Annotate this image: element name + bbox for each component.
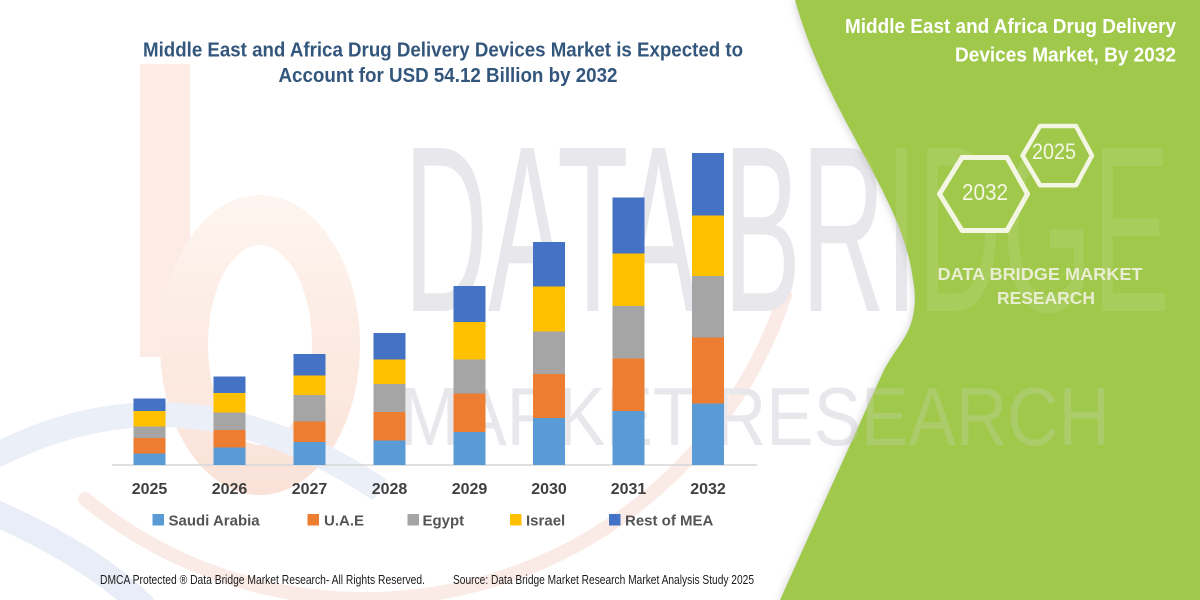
- svg-text:Rest of MEA: Rest of MEA: [625, 513, 714, 530]
- svg-text:2032: 2032: [690, 481, 726, 498]
- svg-text:DMCA Protected ® Data Bridge M: DMCA Protected ® Data Bridge Market Rese…: [100, 573, 425, 587]
- svg-text:2032: 2032: [962, 179, 1008, 205]
- svg-text:2025: 2025: [132, 481, 168, 498]
- svg-text:2026: 2026: [212, 481, 248, 498]
- svg-text:2025: 2025: [1032, 139, 1076, 164]
- svg-text:Account for USD 54.12 Billion: Account for USD 54.12 Billion by 2032: [279, 64, 618, 87]
- svg-text:Saudi Arabia: Saudi Arabia: [169, 513, 261, 530]
- svg-text:2030: 2030: [531, 481, 567, 498]
- svg-text:2031: 2031: [611, 481, 647, 498]
- svg-text:Middle East and Africa Drug De: Middle East and Africa Drug Delivery: [845, 16, 1177, 38]
- svg-text:RESEARCH: RESEARCH: [997, 288, 1095, 308]
- svg-text:2029: 2029: [452, 481, 488, 498]
- svg-text:Middle East and Africa Drug De: Middle East and Africa Drug Delivery Dev…: [143, 39, 743, 62]
- svg-text:2028: 2028: [372, 481, 408, 498]
- svg-text:U.A.E: U.A.E: [324, 513, 364, 530]
- svg-text:Israel: Israel: [526, 513, 565, 530]
- svg-text:Source: Data Bridge Market Res: Source: Data Bridge Market Research Mark…: [453, 573, 754, 587]
- svg-text:2027: 2027: [292, 481, 328, 498]
- svg-text:Devices Market, By 2032: Devices Market, By 2032: [955, 45, 1176, 67]
- svg-text:DATA BRIDGE MARKET: DATA BRIDGE MARKET: [938, 264, 1143, 284]
- svg-text:Egypt: Egypt: [423, 513, 465, 530]
